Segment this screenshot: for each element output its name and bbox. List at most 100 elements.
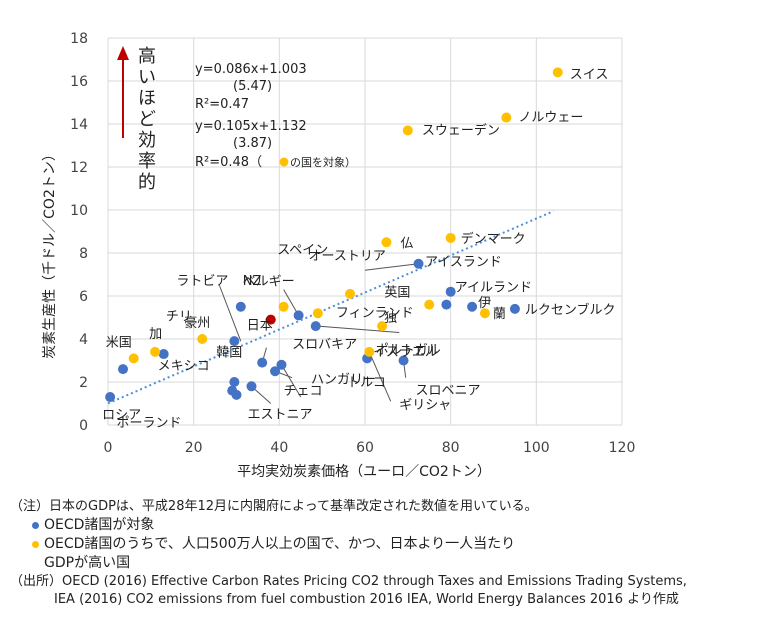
x-tick-label: 20 — [185, 440, 203, 456]
y-axis-title: 炭素生産性（千ドル／CO2トン） — [42, 147, 58, 359]
up-arrow-head — [117, 46, 129, 60]
point-label: 伊 — [478, 296, 491, 311]
point-label: イスラエル — [373, 345, 438, 360]
arrow-label-char: ど — [138, 109, 156, 130]
data-point-blue — [158, 349, 169, 360]
data-point-yellow — [381, 237, 392, 248]
legend-yellow: OECD諸国のうちで、人口500万人以上の国で、かつ、日本より一人当たり — [10, 535, 765, 554]
y-tick-label: 12 — [70, 160, 88, 176]
point-label: フィンランド — [336, 306, 414, 321]
data-point-blue — [270, 366, 281, 377]
point-label: スロベニア — [416, 384, 481, 399]
point-label: アイルランド — [455, 281, 532, 296]
point-label: チェコ — [283, 384, 322, 399]
arrow-label-char: ほ — [138, 88, 156, 109]
x-tick-label: 40 — [270, 440, 288, 456]
arrow-label-char: 率 — [138, 151, 156, 172]
point-label: チリ — [166, 310, 192, 325]
data-point-blue — [413, 258, 424, 269]
data-point-blue — [246, 381, 257, 392]
data-point-blue — [229, 377, 240, 387]
data-point-yellow — [345, 288, 356, 299]
point-label: トルコ — [347, 375, 386, 390]
data-point-yellow — [128, 353, 139, 364]
point-label: NZ — [243, 274, 262, 289]
x-tick-label: 100 — [523, 440, 550, 456]
equation-yellow-dot — [279, 157, 289, 167]
point-label: ギリシャ — [399, 398, 451, 413]
leader-line — [281, 364, 302, 398]
data-point-red — [265, 314, 276, 325]
arrow-label-char: 効 — [138, 130, 156, 151]
point-label: ポーランド — [117, 416, 182, 431]
arrow-label-char: い — [138, 67, 156, 88]
data-point-blue — [257, 357, 268, 368]
leader-line — [368, 351, 392, 402]
point-label: ベルギー — [243, 274, 295, 289]
leader-line — [317, 325, 400, 334]
data-point-yellow — [278, 301, 289, 312]
point-label: デンマーク — [461, 231, 526, 247]
point-label: メキシコ — [158, 359, 210, 374]
legend-yellow-label-1: OECD諸国のうちで、人口500万人以上の国で、かつ、日本より一人当たり — [44, 536, 516, 552]
y-tick-label: 18 — [70, 31, 88, 47]
equation-1-r2: R²=0.47 — [195, 97, 249, 112]
point-label: 蘭 — [493, 306, 506, 322]
point-label: スペイン — [277, 243, 328, 258]
legend-yellow-dot — [32, 541, 39, 548]
data-point-blue — [276, 359, 287, 370]
equation-2-r2: R²=0.48（ — [195, 155, 262, 170]
point-label: ロシア — [102, 408, 141, 423]
equation-2-t: (3.87) — [233, 136, 272, 151]
equation-1-t: (5.47) — [233, 79, 272, 94]
data-points — [105, 67, 563, 403]
data-point-yellow — [501, 112, 512, 123]
legend-blue-dot — [32, 522, 39, 529]
data-point-yellow — [364, 346, 375, 357]
point-label: エストニア — [247, 407, 312, 422]
point-label: ノルウェー — [518, 111, 583, 126]
point-label: ポルトガル — [376, 343, 441, 358]
leader-line — [218, 285, 242, 342]
data-point-yellow — [377, 321, 388, 332]
y-tick-label: 10 — [70, 203, 88, 219]
point-label: 韓国 — [216, 346, 242, 361]
x-tick-label: 80 — [442, 440, 460, 456]
data-point-yellow — [479, 308, 490, 319]
data-point-blue — [293, 310, 304, 321]
x-axis-title: 平均実効炭素価格（ユーロ／CO2トン） — [237, 464, 491, 480]
data-point-blue — [105, 392, 116, 403]
tick-labels: 0 2 4 6 8 10 12 14 16 18 0 20 40 60 80 100 120 — [70, 31, 635, 456]
y-tick-label: 16 — [70, 74, 88, 90]
y-tick-label: 0 — [79, 418, 88, 434]
point-label: ルクセンブルク — [525, 302, 616, 318]
point-label: 日本 — [247, 319, 273, 334]
arrow-label-char: 高 — [138, 46, 156, 67]
y-tick-label: 14 — [70, 117, 88, 133]
source-line-2: IEA (2016) CO2 emissions from fuel combu… — [54, 592, 679, 607]
y-tick-label: 8 — [79, 246, 88, 262]
point-label: 英国 — [384, 286, 410, 301]
point-label: オーストリア — [309, 249, 386, 264]
point-label: 米国 — [106, 335, 132, 350]
data-point-blue — [231, 389, 242, 400]
point-label: 豪州 — [184, 315, 210, 331]
leader-line — [364, 263, 419, 271]
point-label: スウェーデン — [422, 122, 500, 138]
point-label: スイス — [570, 67, 609, 82]
data-point-yellow — [402, 125, 413, 136]
legend-yellow-label-2: GDPが高い国 — [44, 555, 131, 571]
y-tick-label: 6 — [79, 289, 88, 305]
data-point-yellow — [312, 308, 323, 319]
x-tick-label: 120 — [609, 440, 636, 456]
source-line-1: （出所）OECD (2016) Effective Carbon Rates P… — [10, 574, 687, 589]
legend-blue-label: OECD諸国が対象 — [44, 517, 155, 533]
data-point-blue — [509, 303, 520, 314]
note-gdp: （注）日本のGDPは、平成28年12月に内閣府によって基準改定された数値を用いて… — [10, 499, 538, 514]
y-tick-label: 2 — [79, 375, 88, 391]
notes-block: （注）日本のGDPは、平成28年12月に内閣府によって基準改定された数値を用いて… — [10, 498, 765, 609]
data-point-yellow — [424, 299, 435, 310]
legend-yellow-cont: GDPが高い国 — [10, 554, 765, 573]
trend-line — [107, 210, 554, 405]
data-point-blue — [310, 321, 321, 332]
